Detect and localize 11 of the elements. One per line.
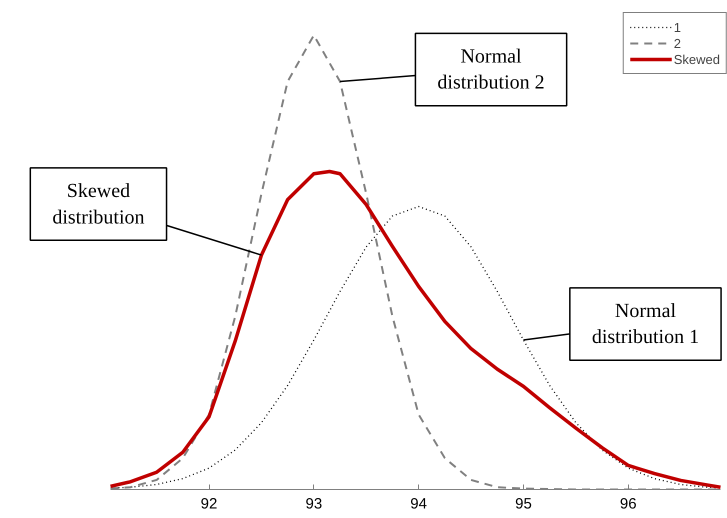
x-tick-label: 96 [620, 496, 637, 512]
x-tick-label: 95 [515, 496, 532, 512]
x-tick-label: 92 [200, 496, 218, 512]
annotation: Skewed distribution [52, 180, 145, 228]
annotation: Normal distribution 2 [437, 45, 545, 94]
x-tick-label: 94 [410, 496, 427, 512]
legend-label: Skewed [674, 51, 720, 67]
legend-label: 1 [674, 19, 682, 35]
x-tick-label: 93 [305, 496, 322, 512]
annotation: Normal distribution 1 [592, 300, 700, 348]
legend-label: 2 [674, 35, 682, 51]
